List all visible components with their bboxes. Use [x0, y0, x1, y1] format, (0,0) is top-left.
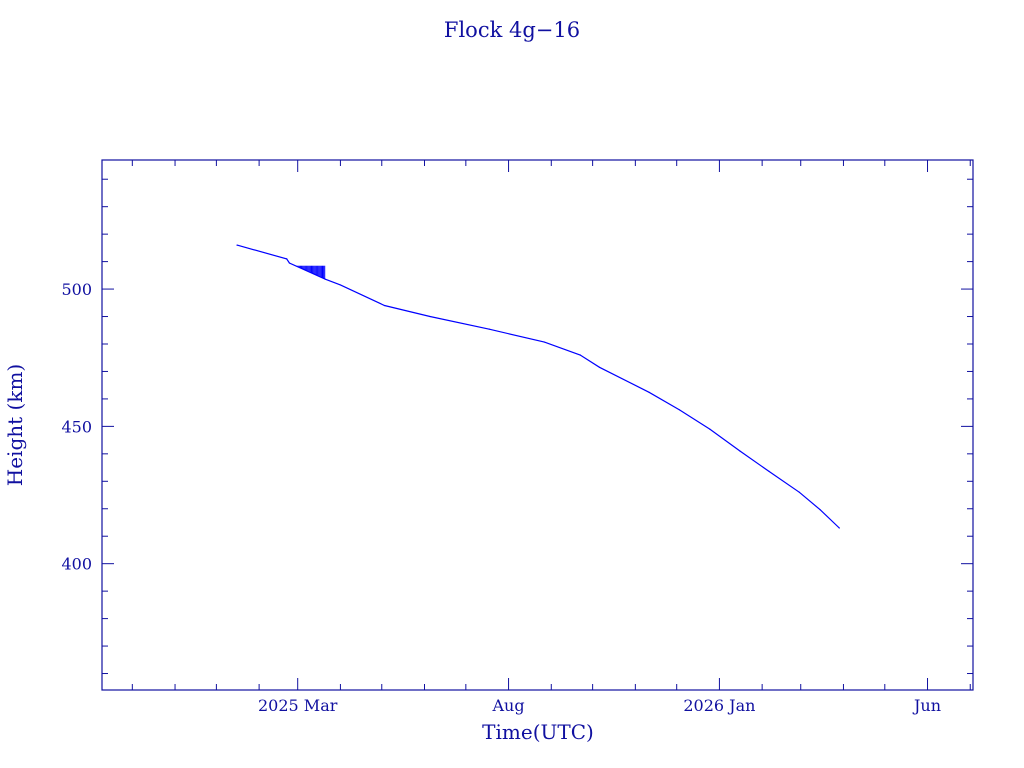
- chart-title: Flock 4g−16: [444, 18, 580, 42]
- x-tick-label: 2026 Jan: [683, 696, 755, 715]
- data-point: [543, 341, 545, 343]
- data-point: [488, 328, 490, 330]
- data-point: [288, 262, 291, 264]
- x-tick-label: Aug: [492, 696, 525, 715]
- series-line: [236, 244, 840, 529]
- y-tick-label: 500: [61, 280, 92, 299]
- data-point: [798, 491, 800, 493]
- data-point: [579, 354, 581, 356]
- data-point: [838, 527, 840, 529]
- data-point: [429, 315, 431, 318]
- y-axis-label: Height (km): [3, 364, 27, 486]
- data-point: [739, 450, 741, 452]
- y-tick-label: 400: [61, 555, 92, 574]
- data-point: [598, 366, 601, 368]
- data-point: [383, 304, 386, 307]
- data-point: [339, 284, 342, 286]
- data-point: [648, 391, 650, 393]
- plot-frame: [101, 159, 974, 691]
- x-axis-label: Time(UTC): [482, 720, 594, 744]
- data-point: [236, 244, 238, 246]
- x-tick-label: Jun: [912, 696, 941, 715]
- data-point: [819, 508, 821, 511]
- x-tick-label: 2025 Mar: [258, 696, 338, 715]
- data-point: [286, 258, 288, 260]
- data-point: [768, 470, 770, 473]
- data-point: [678, 409, 681, 411]
- y-tick-label: 450: [61, 417, 92, 436]
- data-point: [709, 428, 711, 430]
